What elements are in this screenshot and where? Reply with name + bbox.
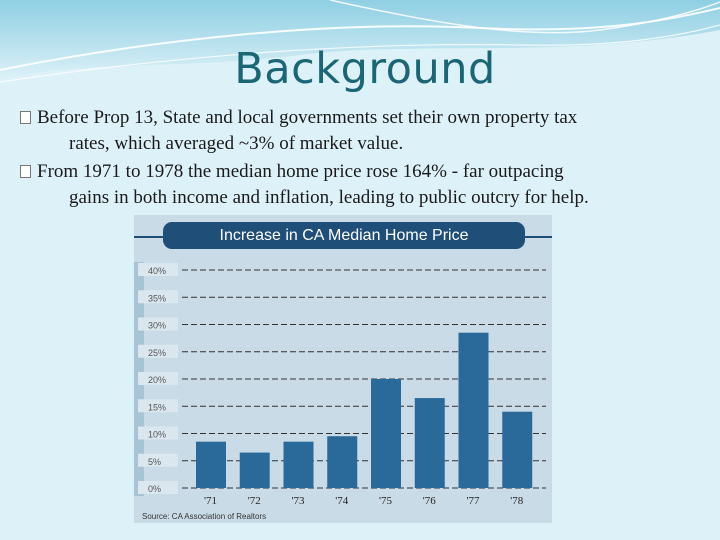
x-tick-label: '73: [292, 495, 305, 507]
y-tick-label: 40%: [148, 266, 166, 276]
chart-panel: 0% 5% 10% 15% 20% 25% 30% 35% 40% '71 '72 '73 '74 '75…: [134, 215, 552, 523]
y-tick-label-bg: [138, 426, 178, 440]
x-tick-label: '74: [335, 495, 348, 507]
bar: [502, 411, 533, 488]
bar: [371, 379, 401, 488]
chart-source-note: Source: CA Association of Realtors: [142, 512, 267, 521]
y-tick-label: 20%: [148, 375, 166, 385]
x-tick-label: '71: [204, 495, 217, 507]
bullet-text-continuation: gains in both income and inflation, lead…: [69, 187, 589, 208]
bullet-item: From 1971 to 1978 the median home price …: [20, 159, 700, 211]
bar: [327, 436, 358, 488]
bar: [458, 332, 489, 488]
bar: [239, 452, 270, 488]
bullet-text-line: Before Prop 13, State and local governme…: [37, 107, 578, 128]
y-tick-label-bg: [138, 263, 178, 276]
chart-title: Increase in CA Median Home Price: [163, 222, 525, 249]
y-tick-label-bg: [138, 317, 178, 331]
slide-title: Background: [234, 44, 496, 94]
y-tick-label: 10%: [148, 430, 166, 440]
y-tick-label-bg: [138, 372, 178, 385]
y-tick-label-bg: [138, 453, 178, 467]
x-tick-label: '77: [467, 495, 480, 507]
x-tick-label: '78: [510, 495, 523, 507]
y-tick-label: 5%: [148, 457, 161, 467]
y-tick-label-bg: [138, 399, 178, 413]
y-tick-label: 30%: [148, 321, 166, 331]
square-bullet-icon: [20, 165, 31, 178]
y-tick-label-bg: [138, 344, 178, 358]
x-tick-label: '76: [423, 495, 436, 507]
y-tick-label: 35%: [148, 293, 166, 303]
bullet-text-line: From 1971 to 1978 the median home price …: [37, 161, 564, 182]
y-tick-label: 15%: [148, 402, 166, 412]
header-wave-decoration: [0, 0, 720, 83]
bar: [283, 441, 314, 488]
bullet-text-continuation: rates, which averaged ~3% of market valu…: [69, 133, 404, 154]
bar-chart: 0% 5% 10% 15% 20% 25% 30% 35% 40% '71 '72 '73 '74 '75…: [134, 236, 552, 507]
y-tick-label: 25%: [148, 348, 166, 358]
bullet-item: Before Prop 13, State and local governme…: [20, 105, 700, 157]
bar: [196, 441, 226, 488]
x-tick-label: '75: [379, 495, 392, 507]
x-tick-label: '72: [248, 495, 261, 507]
y-tick-label-bg: [138, 481, 178, 494]
square-bullet-icon: [20, 111, 31, 124]
y-tick-label-bg: [138, 290, 178, 304]
y-tick-label: 0%: [148, 484, 161, 494]
bar: [414, 398, 445, 488]
